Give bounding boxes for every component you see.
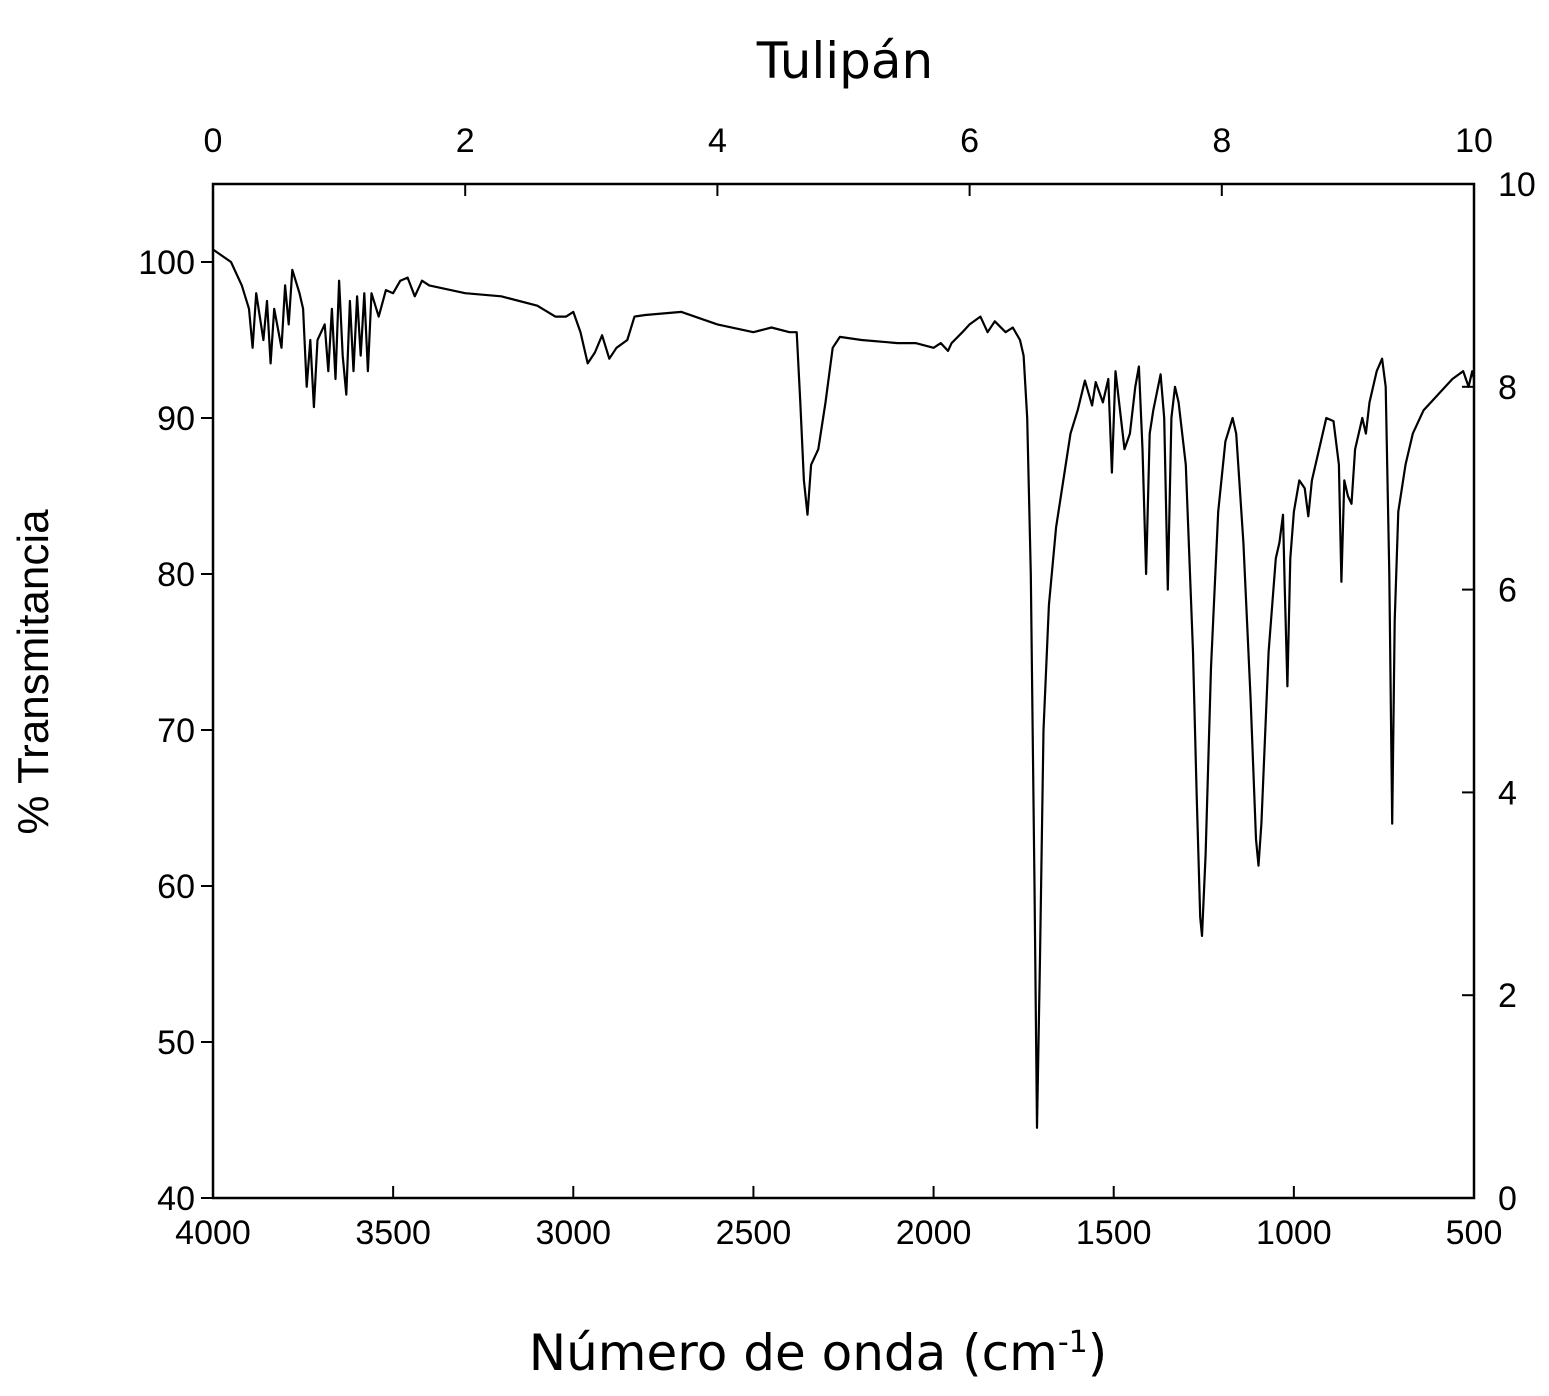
x2-tick-label: 6	[960, 122, 979, 160]
x-tick-label: 2000	[896, 1214, 972, 1252]
chart-title: Tulipán	[756, 32, 934, 90]
x-label-sup: -1	[1058, 1325, 1088, 1360]
y-tick-label: 80	[157, 556, 195, 594]
y2-tick-label: 4	[1498, 774, 1517, 812]
x-tick-label: 3500	[355, 1214, 431, 1252]
x-tick-label: 1500	[1076, 1214, 1152, 1252]
y-tick-label: 90	[157, 400, 195, 438]
y-tick-label: 70	[157, 712, 195, 750]
y2-tick-label: 2	[1498, 977, 1517, 1015]
spectrum-line	[212, 248, 1476, 1129]
x2-tick-label: 2	[456, 122, 475, 160]
x2-tick-label: 0	[204, 122, 223, 160]
y-tick-label: 40	[157, 1180, 195, 1218]
x2-tick-label: 8	[1212, 122, 1231, 160]
x2-tick-label: 10	[1455, 122, 1493, 160]
plot-frame	[211, 182, 1476, 1200]
y-tick-label: 100	[138, 244, 195, 282]
y2-tick-label: 8	[1498, 369, 1517, 407]
y2-tick-label: 0	[1498, 1180, 1517, 1218]
x-label-end: )	[1088, 1324, 1108, 1382]
x-tick-label: 1000	[1256, 1214, 1332, 1252]
x-tick-label: 4000	[175, 1214, 251, 1252]
y-axis-label: % Transmitancia	[9, 509, 58, 835]
y-tick-label: 50	[157, 1024, 195, 1062]
x-axis-label: Número de onda (cm-1)	[529, 1324, 1108, 1382]
y-tick-label: 60	[157, 868, 195, 906]
x-label-main: Número de onda (cm	[529, 1324, 1058, 1382]
x-tick-label: 2500	[716, 1214, 792, 1252]
x-tick-label: 500	[1446, 1214, 1503, 1252]
x2-tick-label: 4	[708, 122, 727, 160]
y2-tick-label: 6	[1498, 572, 1517, 610]
x-tick-label: 3000	[535, 1214, 611, 1252]
y2-tick-label: 10	[1498, 166, 1536, 204]
